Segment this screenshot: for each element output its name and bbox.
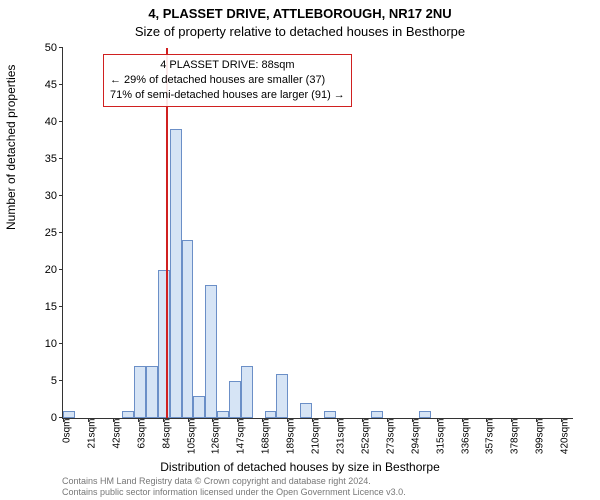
y-tick-mark [59, 84, 63, 85]
y-tick-mark [59, 343, 63, 344]
y-tick-mark [59, 121, 63, 122]
x-tick-label: 189sqm [286, 419, 297, 455]
x-tick-label: 42sqm [111, 419, 122, 449]
y-tick-label: 25 [45, 227, 63, 239]
x-tick-label: 0sqm [62, 419, 73, 443]
histogram-bar [265, 411, 277, 418]
x-tick-label: 168sqm [261, 419, 272, 455]
histogram-bar [122, 411, 134, 418]
y-tick-label: 40 [45, 116, 63, 128]
x-tick-label: 21sqm [86, 419, 97, 449]
histogram-bar [134, 366, 146, 418]
x-tick-label: 210sqm [311, 419, 322, 455]
x-tick-label: 105sqm [186, 419, 197, 455]
marker-annotation-box: 4 PLASSET DRIVE: 88sqm ← 29% of detached… [103, 54, 352, 107]
x-tick-label: 336sqm [460, 419, 471, 455]
histogram-bar [241, 366, 253, 418]
x-tick-label: 273sqm [385, 419, 396, 455]
chart-title-address: 4, PLASSET DRIVE, ATTLEBOROUGH, NR17 2NU [0, 6, 600, 21]
histogram-bar [182, 240, 194, 418]
x-tick-label: 378sqm [510, 419, 521, 455]
histogram-bar [324, 411, 336, 418]
x-tick-label: 63sqm [136, 419, 147, 449]
y-tick-label: 5 [51, 375, 63, 387]
y-tick-mark [59, 47, 63, 48]
attribution-line-2: Contains public sector information licen… [62, 487, 406, 498]
attribution-line-1: Contains HM Land Registry data © Crown c… [62, 476, 406, 487]
x-tick-label: 357sqm [485, 419, 496, 455]
attribution-text: Contains HM Land Registry data © Crown c… [62, 476, 406, 499]
y-tick-label: 35 [45, 153, 63, 165]
histogram-bar [300, 403, 312, 418]
histogram-bar [146, 366, 158, 418]
x-tick-label: 315sqm [435, 419, 446, 455]
y-tick-mark [59, 158, 63, 159]
histogram-bar [63, 411, 75, 418]
y-tick-mark [59, 306, 63, 307]
annotation-line-1: 4 PLASSET DRIVE: 88sqm [110, 58, 345, 73]
x-tick-label: 252sqm [360, 419, 371, 455]
chart-plot-area: 051015202530354045500sqm21sqm42sqm63sqm8… [62, 48, 573, 419]
x-tick-label: 231sqm [335, 419, 346, 455]
annotation-line-2: ← 29% of detached houses are smaller (37… [110, 73, 345, 88]
y-tick-label: 20 [45, 264, 63, 276]
histogram-bar [419, 411, 431, 418]
y-tick-label: 50 [45, 42, 63, 54]
annotation-line-3: 71% of semi-detached houses are larger (… [110, 88, 345, 103]
y-axis-label: Number of detached properties [4, 65, 18, 230]
histogram-bar [193, 396, 205, 418]
y-tick-mark [59, 269, 63, 270]
histogram-bar [217, 411, 229, 418]
x-tick-label: 399sqm [535, 419, 546, 455]
chart-subtitle: Size of property relative to detached ho… [0, 24, 600, 39]
x-tick-label: 147sqm [236, 419, 247, 455]
histogram-bar [170, 129, 182, 418]
x-tick-label: 294sqm [410, 419, 421, 455]
x-tick-label: 126sqm [211, 419, 222, 455]
y-tick-label: 45 [45, 79, 63, 91]
y-tick-mark [59, 380, 63, 381]
x-tick-label: 420sqm [560, 419, 571, 455]
y-tick-label: 10 [45, 338, 63, 350]
x-axis-label: Distribution of detached houses by size … [0, 460, 600, 474]
y-tick-label: 30 [45, 190, 63, 202]
y-tick-mark [59, 195, 63, 196]
x-tick-label: 84sqm [161, 419, 172, 449]
histogram-bar [276, 374, 288, 418]
histogram-bar [371, 411, 383, 418]
histogram-bar [205, 285, 217, 418]
histogram-bar [229, 381, 241, 418]
y-tick-label: 15 [45, 301, 63, 313]
y-tick-mark [59, 232, 63, 233]
